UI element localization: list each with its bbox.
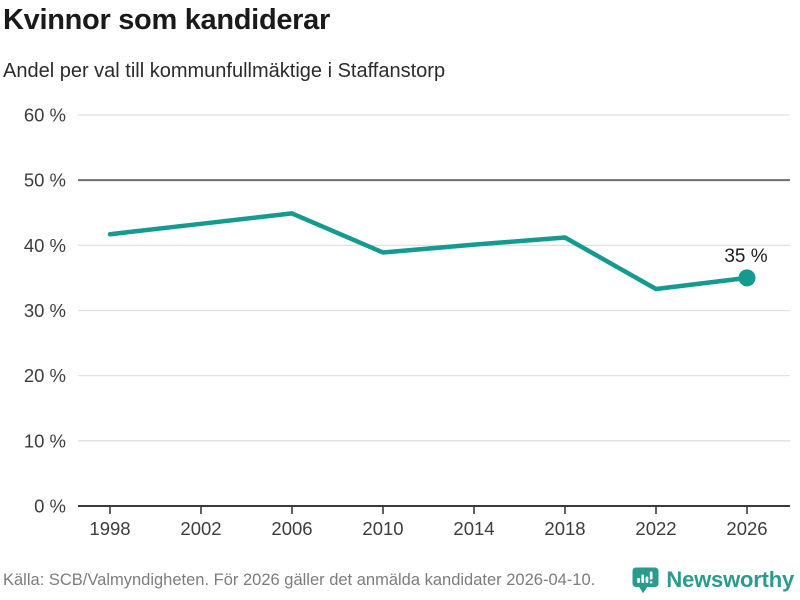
brand-name: Newsworthy	[666, 567, 794, 592]
series-line	[107, 211, 750, 292]
y-tick-label: 0 %	[34, 496, 66, 517]
chart-title: Kvinnor som kandiderar	[3, 4, 330, 36]
x-tick-label: 2006	[271, 518, 312, 539]
bar-chart-glyph	[637, 571, 653, 583]
y-tick-label: 20 %	[24, 365, 66, 386]
chart-subtitle: Andel per val till kommunfullmäktige i S…	[3, 60, 446, 82]
end-point-label: 35 %	[724, 246, 767, 267]
x-tick-label: 2002	[180, 518, 221, 539]
brand: Newsworthy	[632, 567, 794, 594]
x-tick-label: 2022	[635, 518, 676, 539]
speech-bubble-shape	[632, 567, 659, 593]
x-tick-label: 2010	[362, 518, 403, 539]
x-tick-label: 2018	[544, 518, 585, 539]
y-tick-label: 40 %	[24, 235, 66, 256]
source-note: Källa: SCB/Valmyndigheten. För 2026 gäll…	[3, 570, 596, 589]
x-tick-label: 2026	[726, 518, 767, 539]
y-tick-label: 60 %	[24, 104, 66, 125]
footer: Källa: SCB/Valmyndigheten. För 2026 gäll…	[0, 565, 800, 595]
y-tick-label: 10 %	[24, 430, 66, 451]
y-tick-label: 50 %	[24, 170, 66, 191]
newsworthy-logo-icon	[632, 567, 659, 593]
end-point-dot	[738, 269, 756, 287]
y-tick-label: 30 %	[24, 300, 66, 321]
x-tick-label: 2014	[453, 518, 494, 539]
x-tick-label: 1998	[89, 518, 130, 539]
